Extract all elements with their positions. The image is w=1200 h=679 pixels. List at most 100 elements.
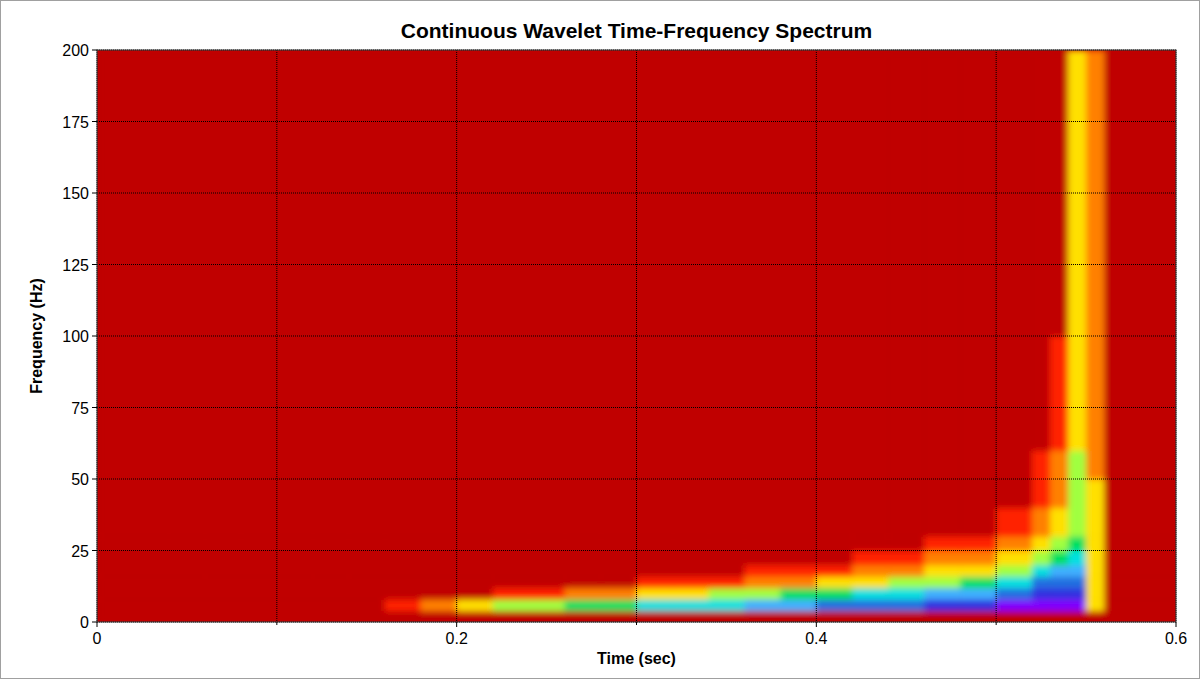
heatmap-cell	[1032, 588, 1051, 600]
heatmap-cell	[457, 50, 494, 122]
heatmap-cell	[744, 611, 781, 622]
heatmap-cell	[960, 588, 997, 600]
heatmap-cell	[960, 599, 997, 611]
heatmap-cell	[852, 588, 889, 600]
heatmap-cell	[780, 536, 817, 551]
heatmap-cell	[816, 576, 853, 588]
heatmap-cell	[421, 265, 458, 337]
axes: 025507510012515017520000.20.40.6	[62, 42, 1187, 647]
heatmap-cell	[241, 565, 278, 577]
heatmap-cell	[565, 50, 602, 122]
heatmap-cell	[205, 565, 242, 577]
heatmap-cell	[169, 508, 206, 537]
heatmap-cell	[169, 551, 206, 566]
y-tick-label: 0	[80, 614, 89, 631]
heatmap-cell	[1104, 565, 1141, 577]
heatmap-cell	[601, 450, 638, 479]
heatmap-cell	[169, 611, 206, 622]
heatmap-cell	[493, 265, 530, 337]
heatmap-cell	[349, 588, 386, 600]
heatmap-cell	[1086, 565, 1105, 577]
heatmap-cell	[852, 479, 889, 508]
heatmap-cell	[133, 576, 170, 588]
heatmap-cell	[349, 599, 386, 611]
heatmap-cell	[313, 193, 350, 265]
heatmap-cell	[744, 508, 781, 537]
heatmap-cell	[349, 336, 386, 408]
heatmap-cell	[205, 536, 242, 551]
heatmap-cell	[493, 536, 530, 551]
y-tick	[92, 622, 97, 623]
heatmap-cell	[349, 611, 386, 622]
heatmap-cell	[1140, 265, 1176, 337]
heatmap-cell	[708, 588, 745, 600]
heatmap-cell	[960, 408, 997, 452]
heatmap-cell	[637, 336, 674, 408]
x-tick	[816, 622, 817, 627]
heatmap-cell	[1068, 479, 1087, 508]
heatmap-cell	[385, 265, 422, 337]
heatmap-cell	[924, 450, 961, 479]
heatmap-cell	[708, 536, 745, 551]
heatmap-cell	[708, 551, 745, 566]
heatmap-cell	[97, 508, 134, 537]
heatmap-cell	[1032, 336, 1051, 408]
heatmap-cell	[457, 122, 494, 194]
heatmap-cell	[1086, 576, 1105, 588]
heatmap-cell	[565, 479, 602, 508]
heatmap-cell	[169, 193, 206, 265]
heatmap-cell	[816, 450, 853, 479]
heatmap-cell	[924, 122, 961, 194]
heatmap-cell	[637, 551, 674, 566]
heatmap-cell	[493, 450, 530, 479]
heatmap-cell	[133, 588, 170, 600]
heatmap-cell	[780, 336, 817, 408]
heatmap-cell	[349, 551, 386, 566]
heatmap-cell	[529, 336, 566, 408]
heatmap-cell	[133, 193, 170, 265]
heatmap-cell	[637, 565, 674, 577]
heatmap-cell	[816, 536, 853, 551]
heatmap-cell	[960, 479, 997, 508]
heatmap-cell	[744, 576, 781, 588]
heatmap-cell	[205, 50, 242, 122]
heatmap-cell	[708, 50, 745, 122]
heatmap-cell	[960, 450, 997, 479]
heatmap-cell	[421, 336, 458, 408]
heatmap-cell	[1086, 336, 1105, 408]
heatmap-cell	[960, 551, 997, 566]
heatmap-cell	[133, 408, 170, 452]
x-tick-label: 0.4	[805, 630, 827, 647]
heatmap-cell	[277, 336, 314, 408]
heatmap-cell	[1140, 611, 1176, 622]
heatmap-cell	[601, 611, 638, 622]
plot-frame	[97, 50, 1176, 622]
heatmap-cell	[637, 408, 674, 452]
heatmap-cell	[529, 536, 566, 551]
heatmap-cell	[888, 479, 925, 508]
heatmap-cell	[205, 408, 242, 452]
heatmap-cell	[457, 193, 494, 265]
heatmap-cell	[169, 599, 206, 611]
heatmap-cell	[349, 265, 386, 337]
heatmap-cell	[1032, 508, 1051, 537]
heatmap-cell	[1032, 193, 1051, 265]
heatmap-cell	[277, 576, 314, 588]
heatmap-cell	[888, 193, 925, 265]
heatmap-cell	[565, 565, 602, 577]
heatmap-cell	[996, 193, 1033, 265]
heatmap-cell	[1086, 479, 1105, 508]
heatmap-cell	[852, 122, 889, 194]
heatmap-cell	[457, 588, 494, 600]
heatmap-cell	[852, 551, 889, 566]
heatmap-cell	[133, 336, 170, 408]
heatmap-cell	[205, 265, 242, 337]
heatmap-cell	[1140, 336, 1176, 408]
heatmap-cell	[1140, 193, 1176, 265]
heatmap-cell	[1032, 450, 1051, 479]
heatmap-cell	[529, 551, 566, 566]
heatmap-cell	[1068, 611, 1087, 622]
heatmap-cell	[529, 611, 566, 622]
heatmap-cell	[457, 599, 494, 611]
y-tick-label: 150	[62, 185, 89, 202]
